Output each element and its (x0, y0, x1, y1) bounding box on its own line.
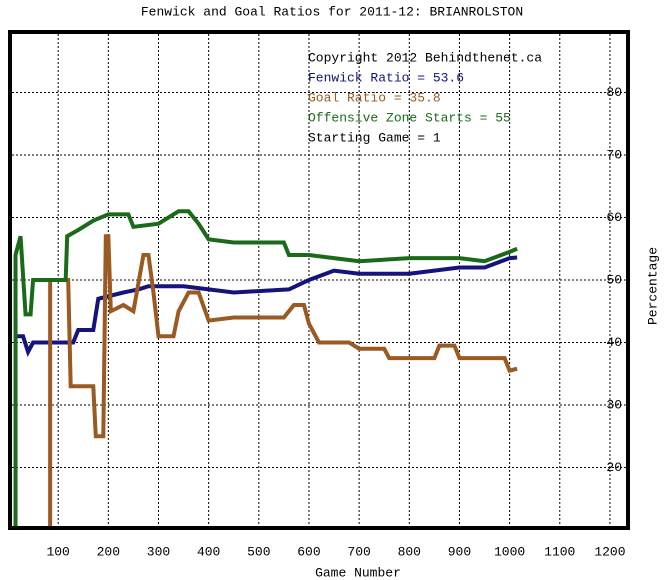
series-line (13, 209, 518, 530)
x-tick-label: 1100 (544, 544, 575, 559)
x-tick-label: 700 (347, 544, 370, 559)
y-tick-label: 60 (606, 210, 622, 225)
x-tick-label: 1200 (594, 544, 625, 559)
y-tick-label: 70 (606, 147, 622, 162)
y-tick-label: 40 (606, 335, 622, 350)
y-tick-label: 30 (606, 397, 622, 412)
x-tick-label: 100 (46, 544, 69, 559)
plot-frame (8, 30, 630, 530)
y-axis-label: Percentage (645, 247, 660, 325)
legend-entry: Fenwick Ratio = 53.6 (308, 70, 464, 85)
chart-title: Fenwick and Goal Ratios for 2011-12: BRI… (141, 4, 523, 19)
x-tick-label: 900 (448, 544, 471, 559)
x-tick-label: 300 (147, 544, 170, 559)
x-tick-label: 400 (197, 544, 220, 559)
annotation: Copyright 2012 Behindthenet.ca (308, 50, 542, 65)
annotation: Starting Game = 1 (308, 130, 441, 145)
y-tick-label: 50 (606, 272, 622, 287)
y-tick-label: 20 (606, 460, 622, 475)
y-tick-label: 80 (606, 85, 622, 100)
x-tick-label: 600 (297, 544, 320, 559)
x-tick-label: 800 (398, 544, 421, 559)
x-tick-label: 1000 (494, 544, 525, 559)
series-line (15, 255, 518, 357)
x-axis-label: Game Number (315, 565, 401, 580)
x-tick-label: 200 (97, 544, 120, 559)
series-line (48, 234, 518, 530)
x-tick-label: 500 (247, 544, 270, 559)
legend-entry: Offensive Zone Starts = 55 (308, 110, 511, 125)
legend-entry: Goal Ratio = 35.8 (308, 90, 441, 105)
